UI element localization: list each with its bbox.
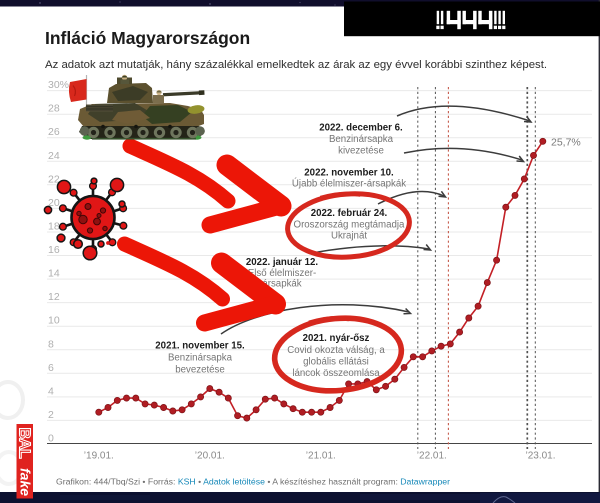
svg-text:16: 16 xyxy=(48,244,60,256)
svg-text:2: 2 xyxy=(48,409,54,421)
svg-text:2022. december 6.: 2022. december 6. xyxy=(319,123,403,134)
svg-text:’22.01.: ’22.01. xyxy=(417,451,447,462)
svg-text:Első élelmiszer-: Első élelmiszer- xyxy=(248,268,316,279)
svg-text:kivezetése: kivezetése xyxy=(338,146,384,157)
svg-text:bevezetése: bevezetése xyxy=(175,365,225,376)
svg-text:BAL: BAL xyxy=(16,428,33,460)
svg-text:2021. nyár-ősz: 2021. nyár-ősz xyxy=(303,333,370,344)
svg-text:20: 20 xyxy=(48,197,60,209)
svg-text:2022. február 24.: 2022. február 24. xyxy=(311,208,388,219)
svg-text:18: 18 xyxy=(48,221,60,233)
svg-text:’19.01.: ’19.01. xyxy=(84,451,114,462)
svg-text:Újabb élelmiszer-ársapkák: Újabb élelmiszer-ársapkák xyxy=(292,179,406,190)
svg-text:6: 6 xyxy=(48,362,54,374)
svg-text:14: 14 xyxy=(48,268,60,280)
svg-text:2022. január 12.: 2022. január 12. xyxy=(246,257,318,268)
svg-text:Covid okozta válság, a: Covid okozta válság, a xyxy=(287,345,385,356)
svg-text:25,7%: 25,7% xyxy=(551,137,581,149)
svg-text:ársapkák: ársapkák xyxy=(262,279,301,290)
svg-text:Az adatok azt mutatják, hány s: Az adatok azt mutatják, hány százalékkal… xyxy=(45,59,547,71)
svg-text:8: 8 xyxy=(48,338,54,350)
svg-text:’23.01.: ’23.01. xyxy=(525,451,555,462)
svg-text:12: 12 xyxy=(48,291,60,303)
svg-text:30%: 30% xyxy=(48,79,69,91)
svg-text:Benzinársapka: Benzinársapka xyxy=(168,353,233,364)
svg-text:fake: fake xyxy=(17,468,33,496)
svg-text:28: 28 xyxy=(48,103,60,115)
svg-text:Grafikon: 444/Tbq/Szi • Forrás: Grafikon: 444/Tbq/Szi • Forrás: KSH • Ad… xyxy=(56,477,450,487)
svg-text:22: 22 xyxy=(48,173,60,185)
svg-text:24: 24 xyxy=(48,150,60,162)
svg-text:26: 26 xyxy=(48,126,60,138)
svg-text:4: 4 xyxy=(48,385,54,397)
svg-text:2021. november 15.: 2021. november 15. xyxy=(155,341,245,352)
svg-text:Ukrajnát: Ukrajnát xyxy=(331,231,367,242)
svg-text:globális ellátási: globális ellátási xyxy=(303,357,369,368)
svg-text:Benzinársapka: Benzinársapka xyxy=(329,134,394,145)
svg-text:2022. november 10.: 2022. november 10. xyxy=(304,168,394,179)
svg-text:Oroszország megtámadja: Oroszország megtámadja xyxy=(294,220,406,231)
svg-text:Infláció Magyarországon: Infláció Magyarországon xyxy=(45,28,250,48)
svg-text:’20.01.: ’20.01. xyxy=(195,451,225,462)
svg-text:10: 10 xyxy=(48,315,60,327)
svg-text:0: 0 xyxy=(48,433,54,445)
svg-text:’21.01.: ’21.01. xyxy=(306,451,336,462)
svg-text:láncok összeomlása: láncok összeomlása xyxy=(292,368,380,379)
